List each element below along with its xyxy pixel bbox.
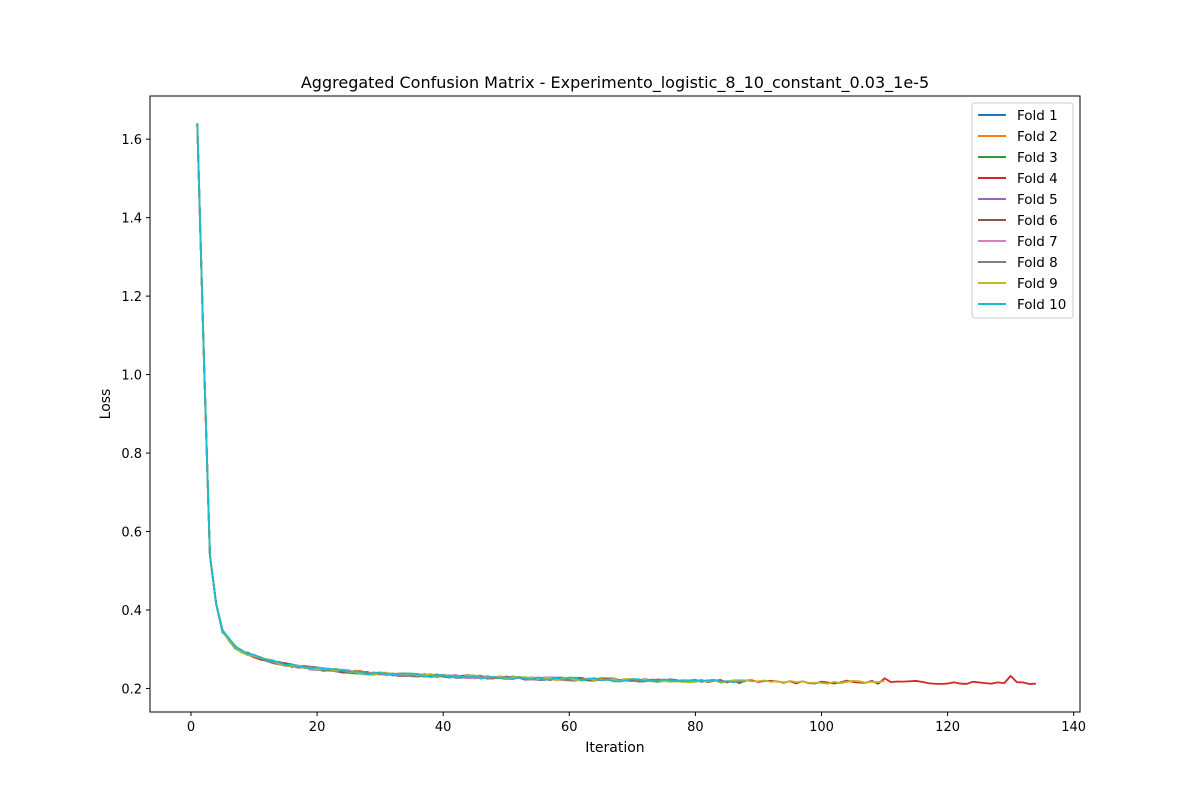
y-tick-label: 1.2 — [121, 290, 142, 305]
y-axis: 0.2 0.4 0.6 0.8 1.0 1.2 1.4 1.6 — [121, 133, 150, 697]
legend-label: Fold 1 — [1017, 108, 1058, 124]
plot-lines — [196, 123, 1036, 685]
legend-label: Fold 10 — [1017, 297, 1066, 313]
x-tick-label: 20 — [309, 720, 326, 735]
y-tick-label: 0.4 — [121, 604, 142, 619]
legend-label: Fold 2 — [1017, 129, 1058, 145]
legend: Fold 1 Fold 2 Fold 3 Fold 4 Fold 5 Fold 6 Fold… — [971, 102, 1074, 319]
x-tick-label: 60 — [561, 720, 578, 735]
legend-label: Fold 6 — [1017, 213, 1058, 229]
x-tick-label: 40 — [435, 720, 452, 735]
legend-label: Fold 7 — [1017, 234, 1058, 250]
x-axis: 0 20 40 60 80 100 120 140 — [187, 712, 1086, 735]
series-line-fold-10 — [196, 123, 746, 684]
x-tick-label: 140 — [1061, 720, 1086, 735]
y-axis-label: Loss — [98, 389, 114, 420]
y-tick-label: 1.0 — [121, 369, 142, 384]
x-tick-label: 80 — [687, 720, 704, 735]
legend-label: Fold 8 — [1017, 255, 1058, 271]
legend-label: Fold 9 — [1017, 276, 1058, 292]
y-tick-label: 0.6 — [121, 526, 142, 541]
legend-label: Fold 3 — [1017, 150, 1058, 166]
x-tick-label: 100 — [809, 720, 834, 735]
legend-label: Fold 4 — [1017, 171, 1058, 187]
y-tick-label: 1.4 — [121, 212, 142, 227]
chart-title: Aggregated Confusion Matrix - Experiment… — [301, 73, 929, 93]
x-axis-label: Iteration — [585, 740, 644, 756]
legend-label: Fold 5 — [1017, 192, 1058, 208]
y-tick-label: 1.6 — [121, 133, 142, 148]
x-tick-label: 120 — [935, 720, 960, 735]
plot-frame — [149, 95, 1081, 713]
y-tick-label: 0.8 — [121, 447, 142, 462]
x-tick-label: 0 — [187, 720, 195, 735]
y-tick-label: 0.2 — [121, 682, 142, 697]
